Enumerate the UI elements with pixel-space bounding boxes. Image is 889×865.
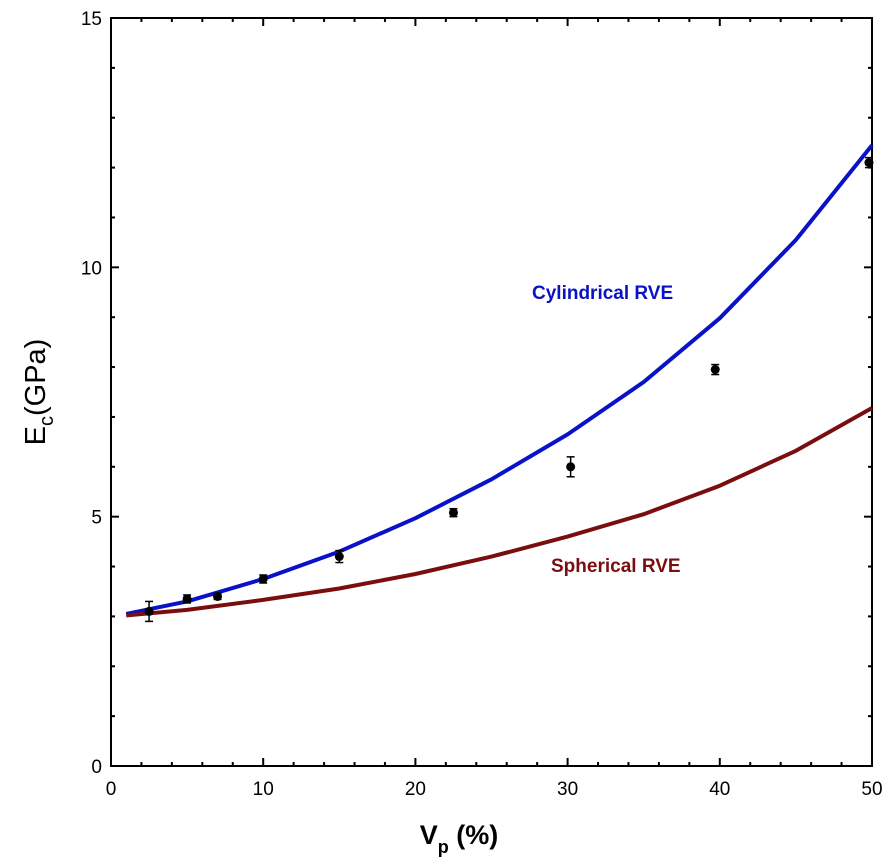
x-tick-label: 30	[557, 779, 578, 800]
plot-frame	[110, 17, 873, 767]
data-point	[864, 158, 874, 168]
plot-area: 0 10 20 30 40 50 0 5 10 15	[81, 9, 883, 800]
y-axis-title-sub: c	[36, 416, 58, 426]
x-axis-title: Vp (%)	[420, 820, 499, 857]
y-tick-label: 10	[81, 258, 102, 279]
data-point	[182, 594, 192, 604]
annotation-cylindrical-rve: Cylindrical RVE	[532, 283, 673, 304]
x-tick-label: 40	[709, 779, 730, 800]
y-axis-title: Ec(GPa)	[20, 339, 58, 446]
annotation-spherical-rve: Spherical RVE	[551, 556, 681, 577]
x-axis-title-suffix: (%)	[449, 820, 499, 850]
data-point	[213, 591, 223, 601]
series-line-spherical-rve	[126, 406, 873, 618]
x-axis-title-main: V	[420, 820, 438, 850]
x-tick-label: 50	[861, 779, 882, 800]
y-tick-label: 0	[91, 757, 102, 778]
data-point	[334, 552, 344, 562]
data-point	[710, 365, 720, 375]
x-tick-label: 0	[106, 779, 117, 800]
y-tick-label: 15	[81, 9, 102, 30]
x-tick-label: 20	[405, 779, 426, 800]
y-tick-label: 5	[91, 508, 102, 529]
data-point	[258, 574, 268, 584]
x-axis-title-sub: p	[438, 837, 449, 857]
data-point	[566, 462, 576, 472]
series-line-cylindrical-rve	[125, 143, 874, 616]
data-point	[448, 508, 458, 518]
y-axis-title-suffix: (GPa)	[20, 339, 52, 416]
x-tick-label: 10	[253, 779, 274, 800]
data-point	[144, 606, 154, 616]
y-axis-title-main: E	[20, 426, 52, 445]
